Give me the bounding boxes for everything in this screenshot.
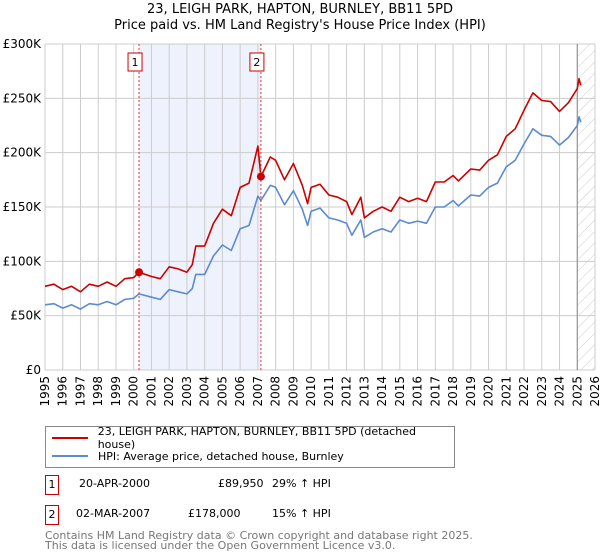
x-tick-label: 2014 [375, 376, 389, 407]
x-tick-label: 2024 [553, 376, 567, 407]
chart-subtitle: Price paid vs. HM Land Registry's House … [114, 18, 486, 33]
chart-title: 23, LEIGH PARK, HAPTON, BURNLEY, BB11 5P… [147, 2, 453, 17]
x-tick-label: 1996 [56, 376, 70, 407]
legend-label-hpi: HPI: Average price, detached house, Burn… [98, 449, 344, 463]
x-tick-label: 2006 [233, 376, 247, 407]
x-tick-label: 2008 [269, 376, 283, 407]
y-tick-label: £200K [3, 146, 43, 160]
x-tick-label: 2004 [198, 376, 212, 407]
y-tick-label: £100K [3, 254, 43, 268]
x-tick-label: 2026 [588, 376, 600, 407]
x-tick-label: 2001 [144, 376, 158, 407]
sale-marker-label: 2 [45, 505, 59, 525]
x-tick-label: 2019 [464, 376, 478, 407]
legend-swatch-property [52, 437, 88, 439]
x-tick-label: 2023 [535, 376, 549, 407]
sale-marker-box [249, 52, 265, 72]
y-tick-label: £300K [3, 37, 43, 51]
legend-swatch-hpi [52, 455, 88, 457]
legend: 23, LEIGH PARK, HAPTON, BURNLEY, BB11 5P… [45, 425, 455, 468]
sale-point [256, 172, 265, 181]
sale-marker-box [127, 52, 143, 72]
x-tick-label: 2010 [304, 376, 318, 407]
x-tick-label: 2017 [428, 376, 442, 407]
x-tick-label: 2022 [517, 376, 531, 407]
plot-area: 1995 1996 1997 1998 1999 2000 2001 2002 2003 2004… [3, 37, 600, 407]
x-tick-label: 2021 [499, 376, 513, 407]
x-tick-label: 2013 [357, 376, 371, 407]
x-tick-label: 1998 [91, 376, 105, 407]
sale-marker-label: 1 [45, 475, 59, 495]
x-tick-label: 2018 [446, 376, 460, 407]
hpi-line [44, 116, 582, 310]
x-tick-label: 2025 [570, 376, 584, 407]
sale-hpi-diff: 15% ↑ HPI [272, 507, 331, 520]
sale-price: £89,950 [218, 477, 264, 490]
x-tick-label: 1997 [73, 376, 87, 407]
sale-marker-label: 1 [132, 56, 139, 69]
sale-marker-label: 2 [253, 56, 260, 69]
sale-price: £178,000 [188, 507, 241, 520]
x-tick-label: 1995 [38, 376, 52, 407]
x-tick-label: 2007 [251, 376, 265, 407]
x-tick-label: 2016 [411, 376, 425, 407]
y-tick-label: £50K [10, 309, 42, 323]
x-tick-label: 2020 [482, 376, 496, 407]
x-tick-label: 1999 [109, 376, 123, 407]
sale-point [135, 268, 144, 277]
property-price-line [44, 78, 582, 293]
x-tick-label: 2009 [286, 376, 300, 407]
y-tick-label: £0 [26, 363, 41, 377]
footer-line-2: This data is licensed under the Open Gov… [45, 539, 396, 552]
y-tick-label: £150K [3, 200, 43, 214]
sale-date: 02-MAR-2007 [76, 507, 151, 520]
x-tick-label: 2003 [180, 376, 194, 407]
x-tick-label: 2012 [340, 376, 354, 407]
legend-label-property: 23, LEIGH PARK, HAPTON, BURNLEY, BB11 5P… [97, 425, 416, 451]
x-tick-label: 2002 [162, 376, 176, 407]
footer-attribution: Contains HM Land Registry data © Crown c… [45, 529, 473, 552]
footer-line-1: Contains HM Land Registry data © Crown c… [45, 529, 473, 542]
sale-date: 20-APR-2000 [79, 477, 151, 490]
x-tick-label: 2005 [215, 376, 229, 407]
y-tick-label: £250K [3, 91, 43, 105]
x-tick-label: 2015 [393, 376, 407, 407]
sale-hpi-diff: 29% ↑ HPI [272, 477, 331, 490]
x-tick-label: 2000 [127, 376, 141, 407]
x-tick-label: 2011 [322, 376, 336, 407]
